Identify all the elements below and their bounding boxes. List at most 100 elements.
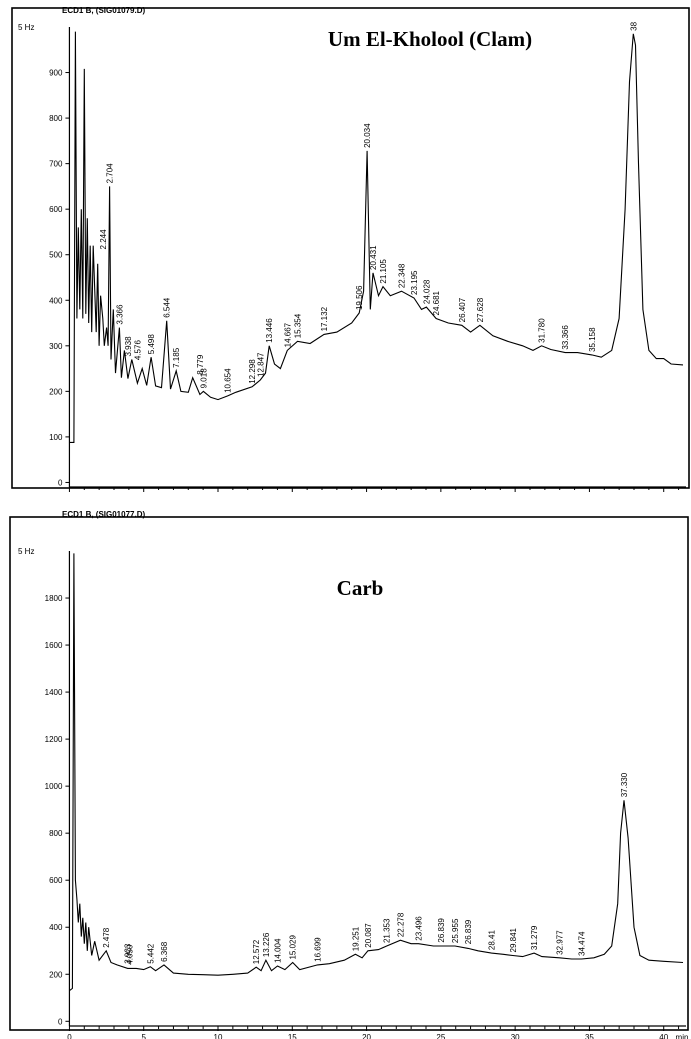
- x-tick-label: 25: [436, 494, 445, 495]
- peak-label: 23.496: [415, 916, 424, 941]
- peak-label: 19.251: [351, 926, 360, 951]
- x-tick-label: 0: [67, 1033, 72, 1039]
- peak-label: 26.407: [458, 297, 467, 322]
- x-tick-label: 40: [659, 1033, 668, 1039]
- y-tick-label: 400: [49, 296, 63, 305]
- peak-label: 31.279: [530, 925, 539, 950]
- peak-label: 17.132: [320, 306, 329, 331]
- peak-label: 12.572: [252, 939, 261, 964]
- peak-label: 14.004: [273, 938, 282, 963]
- y-tick-label: 600: [49, 876, 63, 885]
- x-tick-label: 15: [288, 1033, 297, 1039]
- peak-label: 38: [629, 21, 638, 30]
- y-unit-label: 5 Hz: [18, 547, 34, 556]
- peak-label: 15.029: [289, 934, 298, 959]
- y-tick-label: 400: [49, 923, 63, 932]
- x-tick-label: 35: [585, 1033, 594, 1039]
- chart-header: ECD1 B, (SIG01079.D): [62, 6, 145, 15]
- peak-label: 7.185: [172, 347, 181, 368]
- y-tick-label: 1600: [45, 641, 63, 650]
- peak-label: 4.576: [133, 340, 142, 361]
- chart-title: Um El-Kholool (Clam): [328, 27, 532, 51]
- peak-label: 37.330: [620, 772, 629, 797]
- peak-label: 29.841: [509, 927, 518, 952]
- y-tick-label: 700: [49, 160, 63, 169]
- peak-label: 24.028: [422, 279, 431, 304]
- x-tick-label: 20: [362, 1033, 371, 1039]
- peak-label: 9.018: [199, 368, 208, 389]
- peak-label: 35.158: [588, 327, 597, 352]
- chart-frame: [9, 516, 689, 1031]
- peak-label: 3.938: [124, 336, 133, 357]
- chart-header: ECD1 B, (SIG01077.D): [62, 510, 145, 519]
- chromatogram-trace: [69, 553, 684, 992]
- peak-label: 20.087: [364, 923, 373, 948]
- y-tick-label: 100: [49, 433, 63, 442]
- x-tick-label: 10: [214, 494, 223, 495]
- peak-label: 2.244: [99, 229, 108, 250]
- peak-label: 20.431: [369, 245, 378, 270]
- peak-label: 2.478: [102, 927, 111, 948]
- y-tick-label: 1800: [45, 594, 63, 603]
- peak-label: 13.226: [262, 932, 271, 957]
- chromatogram-carb-panel: ECD1 B, (SIG01077.D) Carb 5 Hz 0 200 400 600 80…: [0, 505, 691, 1039]
- peak-label: 22.348: [397, 263, 406, 288]
- peak-label: 8.779: [196, 354, 205, 375]
- peak-label: 13.446: [265, 318, 274, 343]
- y-tick-label: 0: [58, 478, 63, 487]
- peak-label: 5.442: [146, 943, 155, 964]
- y-tick-label: 200: [49, 970, 63, 979]
- x-tick-label: 30: [511, 494, 520, 495]
- peak-label: 26.839: [437, 918, 446, 943]
- peak-label: 34.474: [578, 931, 587, 956]
- peak-label: 33.366: [561, 325, 570, 350]
- y-tick-label: 600: [49, 205, 63, 214]
- y-tick-label: 300: [49, 342, 63, 351]
- x-tick-label: 40: [659, 494, 668, 495]
- peak-label: 12.298: [248, 359, 257, 384]
- chromatogram-clam-chart: ECD1 B, (SIG01079.D) Um El-Kholool (Clam)…: [11, 6, 690, 495]
- chromatogram-trace: [69, 31, 684, 443]
- peak-label: 28.41: [488, 930, 497, 951]
- x-tick-label: 0: [67, 494, 72, 495]
- x-unit-label: min: [676, 1033, 689, 1039]
- peak-label: 6.544: [163, 297, 172, 318]
- chart-title: Carb: [337, 576, 384, 600]
- peak-label: 27.628: [476, 297, 485, 322]
- x-tick-label: 5: [141, 494, 146, 495]
- x-tick-label: 10: [214, 1033, 223, 1039]
- peak-label: 3.366: [115, 304, 124, 325]
- x-tick-label: 15: [288, 494, 297, 495]
- x-unit-label: min: [676, 494, 689, 495]
- peak-label: 16.699: [314, 937, 323, 962]
- y-tick-label: 200: [49, 387, 63, 396]
- y-tick-label: 0: [58, 1017, 63, 1026]
- x-tick-label: 5: [141, 1033, 146, 1039]
- peak-label: 14.667: [283, 322, 292, 347]
- x-tick-label: 20: [362, 494, 371, 495]
- x-tick-label: 30: [511, 1033, 520, 1039]
- peak-label: 24.681: [432, 290, 441, 315]
- peak-label: 23.195: [410, 270, 419, 295]
- peak-label: 10.654: [224, 368, 233, 393]
- y-tick-label: 800: [49, 114, 63, 123]
- x-tick-label: 25: [436, 1033, 445, 1039]
- y-tick-label: 800: [49, 829, 63, 838]
- peak-label: 25.955: [451, 918, 460, 943]
- y-tick-label: 1000: [45, 782, 63, 791]
- peak-label: 12.847: [256, 352, 265, 377]
- peak-label: 20.034: [363, 123, 372, 148]
- peak-label: 4.050: [126, 944, 135, 965]
- y-tick-label: 500: [49, 251, 63, 260]
- peak-label: 5.498: [147, 334, 156, 355]
- peak-label: 19.506: [355, 285, 364, 310]
- peak-label: 22.278: [396, 912, 405, 937]
- peak-label: 3.923: [124, 943, 133, 964]
- y-tick-label: 1400: [45, 688, 63, 697]
- chromatogram-clam-panel: ECD1 B, (SIG01079.D) Um El-Kholool (Clam)…: [0, 0, 691, 495]
- chart-frame: [11, 7, 690, 489]
- peak-label: 6.368: [160, 941, 169, 962]
- peak-label: 2.704: [106, 163, 115, 184]
- peak-label: 32.977: [555, 930, 564, 955]
